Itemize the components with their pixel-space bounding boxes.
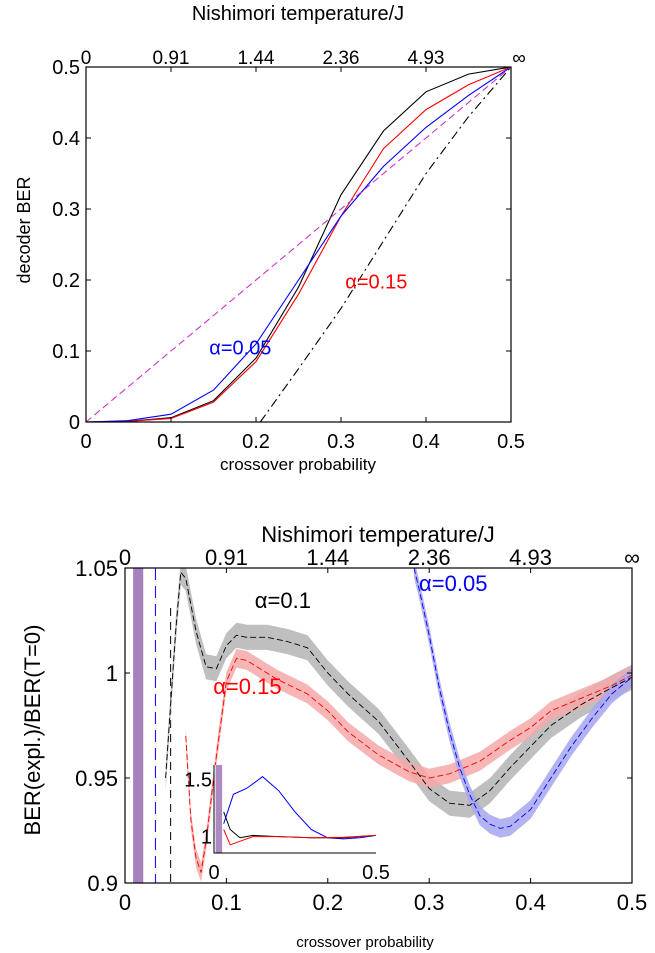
top-tick-label: 0 — [81, 48, 92, 69]
annotation-alpha-0.15: α=0.15 — [213, 674, 281, 699]
top-tick-label: 2.36 — [323, 48, 360, 69]
top-panel-x-axis-label: crossover probability — [220, 455, 376, 474]
inset-x-tick-label: 0 — [208, 862, 219, 884]
inset-x-tick-label: 0.5 — [362, 862, 390, 884]
bottom-panel-x-tick-labels: 0 0.1 0.2 0.3 0.4 0.5 — [119, 890, 647, 915]
left-uncertainty-band — [133, 568, 144, 883]
bottom-panel: Nishimori temperature/J 0 0.91 1.44 2.36… — [20, 522, 647, 951]
bottom-panel-y-tick-labels: 0.9 0.95 1 1.05 — [75, 556, 118, 896]
y-tick-label: 1.05 — [75, 556, 118, 581]
inset-series — [214, 765, 377, 853]
inset-y-tick-label: 1 — [201, 826, 212, 848]
x-tick-label: 0.3 — [414, 890, 445, 915]
inset-plot: 0 0.5 1 1.5 — [184, 765, 390, 884]
inset-y-tick-label: 1.5 — [184, 770, 212, 792]
y-tick-label: 0.9 — [87, 871, 118, 896]
x-tick-label: 0.1 — [157, 431, 185, 453]
inset-left-band — [215, 765, 223, 853]
inset-axes — [213, 765, 376, 854]
top-tick-label: 4.93 — [408, 48, 445, 69]
top-panel-series — [85, 66, 512, 423]
y-tick-label: 0.3 — [52, 199, 80, 221]
top-panel-y-tick-labels: 0 0.1 0.2 0.3 0.4 0.5 — [52, 57, 80, 434]
annotation-alpha-0.1: α=0.1 — [255, 588, 311, 613]
x-tick-label: 0.5 — [617, 890, 648, 915]
top-panel-plot-frame — [85, 66, 512, 423]
top-tick-label: 1.44 — [306, 545, 349, 570]
x-tick-label: 0.4 — [412, 431, 440, 453]
bottom-panel-error-band-1 — [185, 648, 632, 882]
top-panel-x-tick-labels: 0 0.1 0.2 0.3 0.4 0.5 — [80, 431, 524, 453]
top-panel-tick-marks — [85, 66, 512, 423]
top-tick-label: 0.91 — [205, 545, 248, 570]
annotation-alpha-0.05: α=0.05 — [419, 571, 487, 596]
inset-series-line-2 — [223, 829, 377, 846]
y-tick-label: 0.1 — [52, 341, 80, 363]
bottom-panel-error-band-0 — [165, 568, 632, 818]
bottom-panel-top-axis-label: Nishimori temperature/J — [261, 522, 495, 547]
x-tick-label: 0.2 — [313, 890, 344, 915]
top-tick-label: ∞ — [512, 48, 526, 69]
x-tick-label: 0 — [119, 890, 131, 915]
top-panel-series-line-3 — [85, 66, 512, 423]
top-panel-top-tick-labels: 0 0.91 1.44 2.36 4.93 ∞ — [81, 48, 526, 69]
top-panel-top-axis-label: Nishimori temperature/J — [192, 3, 404, 25]
top-panel-series-line-4 — [259, 66, 512, 423]
inset-series-line-0 — [223, 776, 377, 840]
bottom-panel-series-line-0 — [165, 571, 632, 806]
bottom-panel-top-tick-labels: 0 0.91 1.44 2.36 4.93 ∞ — [119, 545, 640, 570]
top-tick-label: 0 — [119, 545, 131, 570]
annotation-alpha-0.05: α=0.05 — [209, 338, 271, 360]
y-tick-label: 0.95 — [75, 766, 118, 791]
bottom-panel-y-axis-label: BER(expl.)/BER(T=0) — [20, 625, 45, 836]
x-tick-label: 0.3 — [327, 431, 355, 453]
top-tick-label: 0.91 — [153, 48, 190, 69]
bottom-panel-x-axis-label: crossover probability — [296, 934, 434, 951]
top-panel-series-line-2 — [85, 66, 512, 423]
top-panel: Nishimori temperature/J 0 0.91 1.44 2.36… — [14, 3, 526, 474]
y-tick-label: 0.4 — [52, 128, 80, 150]
bottom-panel-series-line-1 — [185, 657, 632, 873]
bottom-panel-series-line-2 — [413, 568, 632, 829]
bottom-panel-plot-frame — [124, 567, 633, 884]
top-panel-series-line-1 — [85, 66, 512, 423]
x-tick-label: 0 — [80, 431, 91, 453]
top-panel-y-axis-label: decoder BER — [14, 176, 34, 283]
y-tick-label: 0.2 — [52, 270, 80, 292]
y-tick-label: 0 — [69, 412, 80, 434]
x-tick-label: 0.4 — [515, 890, 546, 915]
y-tick-label: 0.5 — [52, 57, 80, 79]
top-tick-label: 4.93 — [509, 545, 552, 570]
annotation-alpha-0.15: α=0.15 — [345, 272, 407, 294]
bottom-panel-series — [133, 568, 632, 883]
top-tick-label: 1.44 — [238, 48, 275, 69]
top-tick-label: 2.36 — [408, 545, 451, 570]
x-tick-label: 0.5 — [497, 431, 525, 453]
top-tick-label: ∞ — [624, 545, 640, 570]
bottom-panel-tick-marks — [124, 567, 633, 884]
y-tick-label: 1 — [106, 661, 118, 686]
inset-background — [214, 765, 376, 853]
x-tick-label: 0.2 — [242, 431, 270, 453]
x-tick-label: 0.1 — [211, 890, 242, 915]
